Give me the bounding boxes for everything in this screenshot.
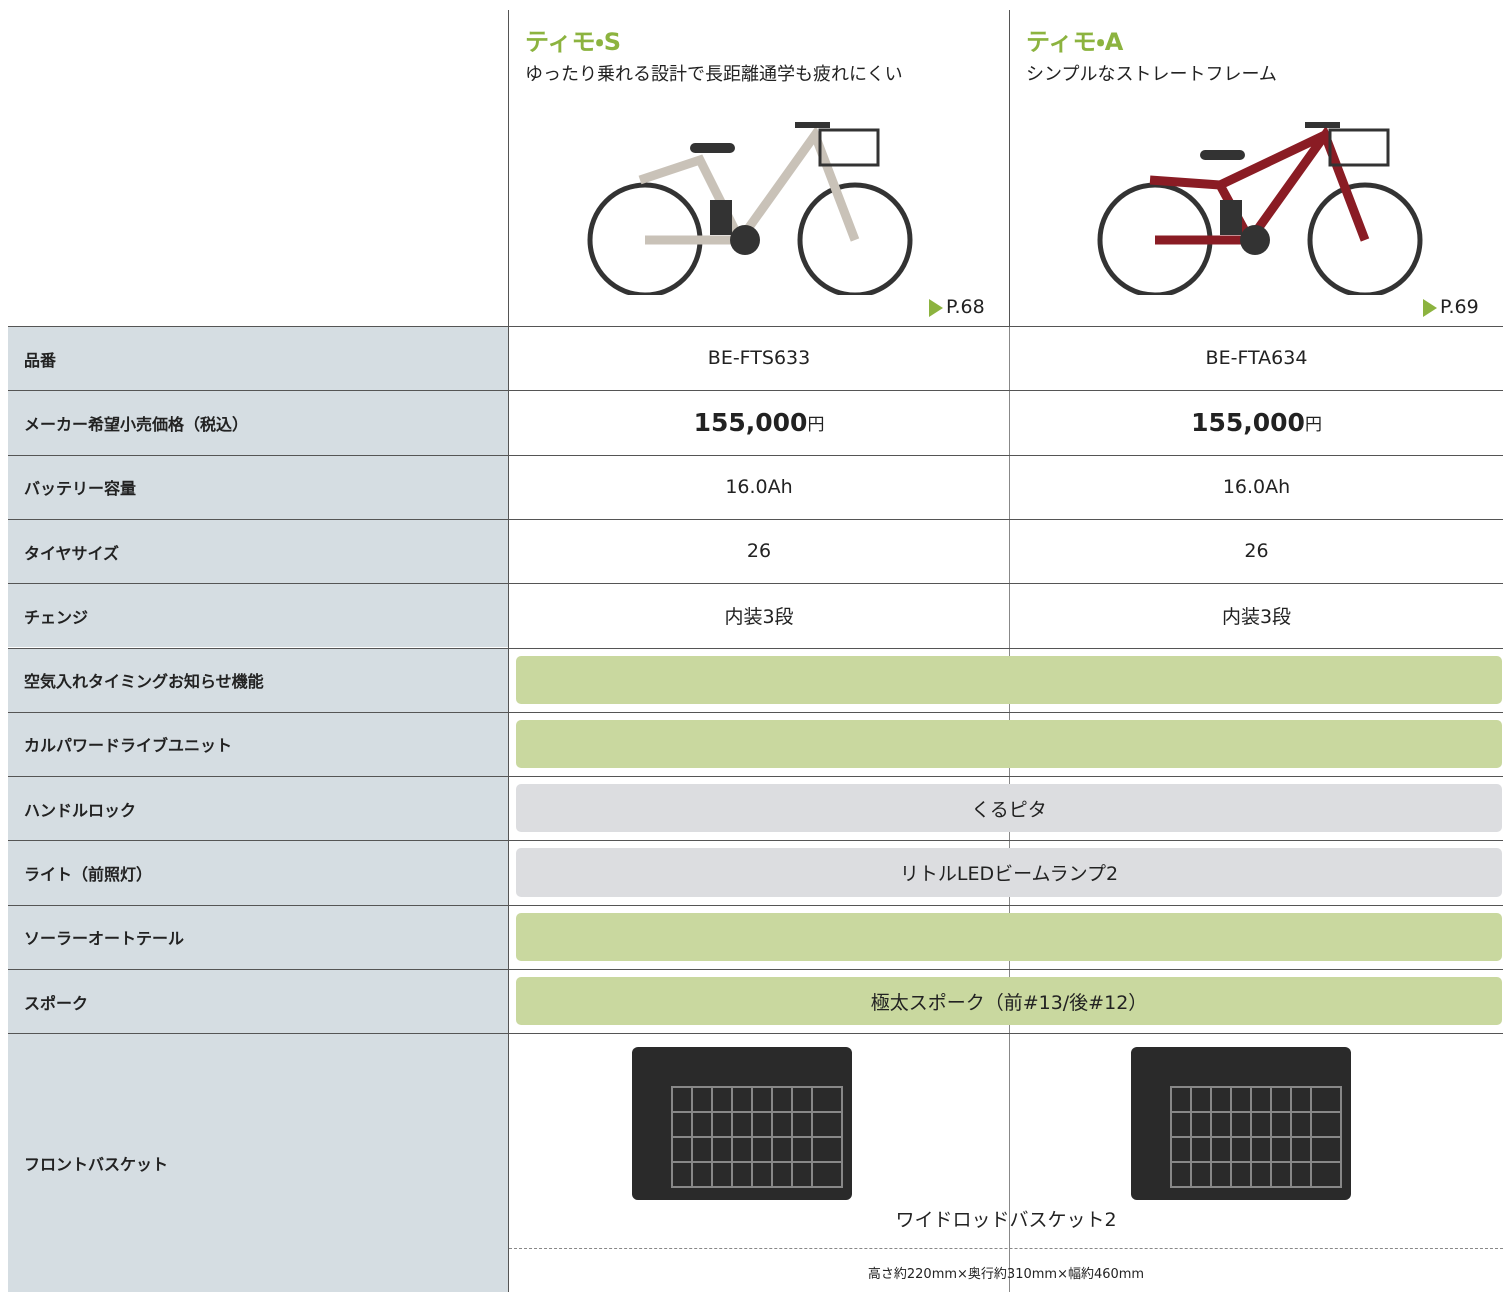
column-divider [1009,10,1010,326]
span-bar [516,912,1502,961]
row-border [8,518,1503,520]
row-border [8,1033,1503,1035]
note: 高さ約220mm×奥行約310mm×幅約460mm [867,1266,1145,1282]
span-bar [516,655,1502,704]
bike-image [1097,122,1423,295]
price-amount: 155,000 [693,407,808,437]
row-label: タイヤサイズ [8,519,508,584]
row-label: 空気入れタイミングお知らせ機能 [8,648,508,712]
price-amount: 155,000 [1191,407,1305,437]
arrow-icon [1423,299,1437,317]
row-border [8,840,1503,842]
page-ref: P.68 [946,296,985,318]
cell-value: BE-FTS633 [707,347,811,370]
span-bar [516,719,1502,769]
span-text: ワイドロッドバスケット2 [895,1208,1117,1231]
basket-image [1131,1047,1351,1200]
row-label: チェンジ [8,584,508,648]
column-divider [508,10,509,1292]
cell-value: 26 [1244,540,1269,563]
row-label: 品番 [8,327,508,391]
span-bar: リトルLEDビームランプ2 [516,848,1502,897]
product-name: ティモ・A [1026,28,1124,56]
basket-image [632,1047,852,1200]
span-bar: くるピタ [516,784,1502,833]
row-border [8,904,1503,906]
product-tagline: シンプルなストレートフレーム [1026,64,1277,85]
span-bar: 極太スポーク（前#13/後#12） [516,977,1502,1026]
row-label: ライト（前照灯） [8,841,508,905]
row-border [8,326,1503,327]
row-label: ソーラーオートテール [8,905,508,969]
page-ref: P.69 [1440,296,1479,318]
row-label: バッテリー容量 [8,455,508,519]
bike-image [587,122,913,295]
row-border [8,583,1503,585]
cell-value: 内装3段 [724,605,794,628]
price-unit: 円 [1304,414,1322,435]
row-border [8,776,1503,778]
row-label: フロントバスケット [8,1034,508,1292]
price-unit: 円 [807,414,825,435]
row-label: スポーク [8,970,508,1034]
price-cell: 155,000 円 [1010,390,1503,454]
row-border [8,647,1503,649]
arrow-icon [929,299,943,317]
row-border [8,711,1503,713]
row-label: ハンドルロック [8,777,508,841]
cell-value: BE-FTA634 [1205,347,1308,370]
row-border [8,390,1503,392]
row-label: メーカー希望小売価格（税込） [8,391,508,455]
dashed-divider [509,1248,1503,1250]
cell-value: 16.0Ah [725,475,793,498]
row-label: カルパワードライブユニット [8,712,508,777]
product-tagline: ゆったり乗れる設計で長距離通学も疲れにくい [525,64,903,85]
cell-value: 26 [746,540,772,563]
cell-value: 16.0Ah [1222,475,1291,498]
row-border [8,454,1503,456]
price-cell: 155,000 円 [509,390,1009,454]
row-border [8,969,1503,970]
cell-value: 内装3段 [1221,605,1292,628]
product-name: ティモ・S [525,28,622,56]
